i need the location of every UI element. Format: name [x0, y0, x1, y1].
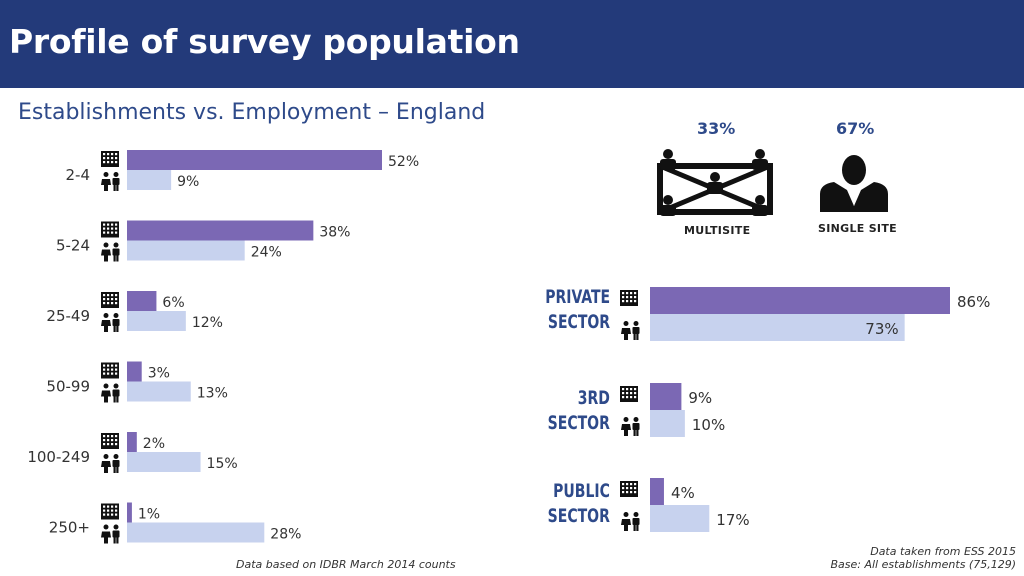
people-icon [101, 383, 120, 403]
data-label: 9% [688, 389, 712, 407]
category-label: 5-24 [56, 237, 90, 255]
single-site-percent: 67% [836, 119, 875, 138]
bar-employment [127, 311, 186, 331]
data-label: 2% [143, 436, 165, 452]
people-icon [101, 524, 120, 544]
chart-subtitle: Establishments vs. Employment – England [18, 100, 486, 125]
footnote-right-line1: Data taken from ESS 2015 [870, 545, 1016, 558]
sector-label-private: PRIVATE SECTOR [545, 285, 610, 335]
sector-chart: 86% 73% 9% 10% 4% 17% [620, 287, 990, 532]
data-label: 17% [716, 511, 749, 529]
building-icon [620, 290, 638, 306]
establishments-employment-chart: 2-4 52% 9% 5-24 38% 24% 25-49 6% 12% 50-99 3% 13% 10… [27, 150, 419, 544]
sector-label-public-line2: SECTOR [547, 505, 610, 527]
building-icon [101, 503, 119, 520]
sector-label-public-line1: PUBLIC [553, 480, 610, 502]
footnote-right: Data taken from ESS 2015 Base: All estab… [830, 545, 1016, 571]
people-icon [621, 512, 640, 531]
sector-label-private-line2: SECTOR [547, 311, 610, 333]
data-label: 28% [270, 527, 301, 543]
bar-establishments [127, 291, 157, 311]
people-icon [101, 454, 120, 473]
multisite-network-icon [657, 149, 773, 216]
data-label: 4% [671, 484, 695, 502]
data-label: 15% [207, 456, 238, 472]
category-label: 25-49 [46, 307, 90, 325]
bar-employment [127, 170, 172, 190]
footnote-left: Data based on IDBR March 2014 counts [236, 558, 456, 571]
building-icon [620, 386, 638, 402]
data-label: 52% [388, 154, 419, 170]
bar-establishments [650, 478, 664, 505]
bar-establishments [127, 502, 132, 523]
building-icon [620, 481, 638, 497]
data-label: 13% [197, 386, 228, 402]
bar-employment [650, 314, 905, 341]
header-bar: Profile of survey population [0, 0, 1024, 88]
bar-employment [650, 505, 710, 532]
data-label: 86% [957, 293, 990, 311]
data-label: 1% [138, 507, 160, 523]
building-icon [101, 433, 119, 449]
multisite-percent: 33% [697, 119, 736, 138]
sector-label-third: 3RD SECTOR [548, 386, 610, 436]
bar-employment [650, 410, 685, 437]
sector-label-third-line2: SECTOR [547, 412, 610, 434]
bar-employment [127, 522, 265, 543]
building-icon [101, 151, 119, 167]
data-label: 12% [192, 315, 223, 331]
category-label: 250+ [49, 519, 90, 537]
data-label: 6% [162, 295, 184, 311]
data-label: 10% [692, 416, 725, 434]
bar-establishments [650, 383, 682, 410]
sector-label-private-line1: PRIVATE [545, 286, 610, 308]
multisite-label: MULTISITE [684, 224, 751, 237]
page-title: Profile of survey population [9, 22, 520, 61]
single-person-icon [820, 155, 888, 212]
data-label: 24% [251, 245, 282, 261]
people-icon [101, 313, 120, 332]
data-label: 9% [177, 174, 199, 190]
data-label: 73% [865, 320, 898, 338]
sector-label-public: PUBLIC SECTOR [548, 479, 610, 529]
bar-establishments [127, 220, 314, 241]
building-icon [101, 292, 119, 308]
footnote-right-line2: Base: All establishments (75,129) [830, 558, 1016, 571]
data-label: 38% [319, 225, 350, 241]
people-icon [101, 172, 120, 191]
single-site-label: SINGLE SITE [818, 222, 897, 235]
bar-establishments [650, 287, 950, 314]
sector-label-third-line1: 3RD [577, 387, 610, 409]
bar-establishments [127, 432, 137, 452]
building-icon [101, 221, 119, 238]
building-icon [101, 362, 119, 379]
bar-employment [127, 452, 201, 472]
category-label: 100-249 [27, 448, 90, 466]
bar-employment [127, 240, 245, 261]
bar-establishments [127, 150, 382, 170]
category-label: 2-4 [66, 166, 91, 184]
people-icon [621, 417, 640, 436]
bar-establishments [127, 361, 142, 382]
people-icon [621, 321, 640, 340]
people-icon [101, 242, 120, 262]
bar-employment [127, 381, 191, 402]
category-label: 50-99 [46, 378, 90, 396]
data-label: 3% [148, 366, 170, 382]
